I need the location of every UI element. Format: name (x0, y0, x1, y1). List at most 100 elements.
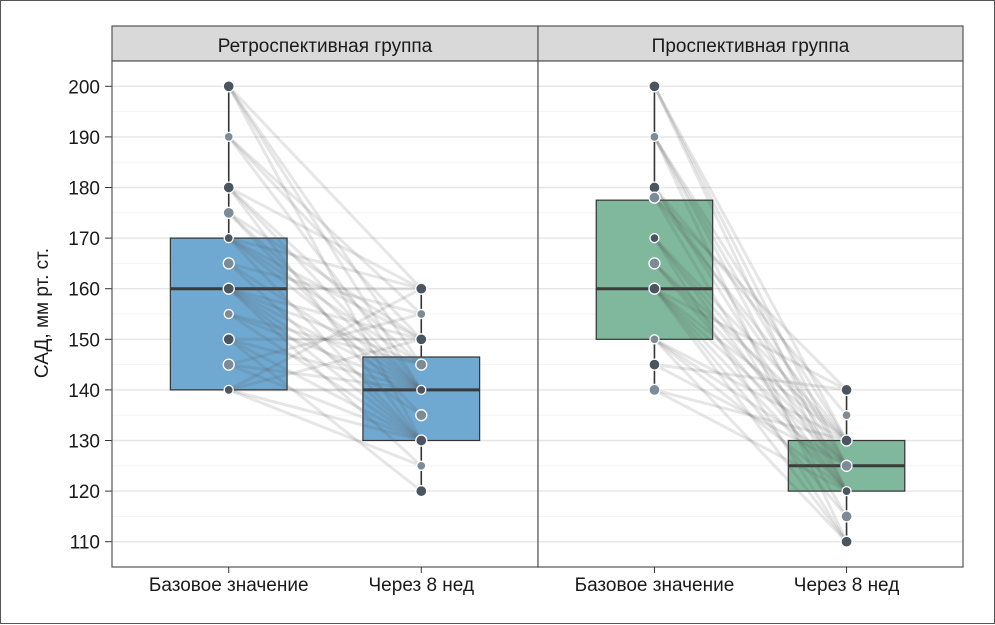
pair-line (227, 388, 423, 442)
pair-line (652, 388, 849, 442)
data-point (222, 257, 235, 270)
pair-line (227, 186, 423, 392)
pair-line (652, 236, 849, 544)
pair-line (652, 196, 849, 518)
x-tick-label: Через 8 нед (794, 575, 900, 596)
pair-line (652, 287, 849, 544)
pair-line (227, 312, 423, 442)
x-tick-label: Через 8 нед (369, 575, 475, 596)
pair-line (652, 236, 849, 468)
panel-border (537, 60, 964, 568)
pair-line (227, 186, 423, 291)
pair-line (652, 186, 849, 468)
pair-line (652, 135, 849, 442)
y-tick-label: 120 (68, 482, 100, 503)
y-tick-label: 130 (68, 432, 100, 453)
pair-line (227, 261, 423, 442)
data-point (841, 410, 852, 421)
data-point (840, 383, 853, 397)
data-point (416, 460, 427, 471)
box (595, 199, 714, 340)
data-point (649, 131, 660, 143)
pair-line (227, 84, 423, 392)
data-point (222, 181, 235, 194)
data-point (648, 358, 661, 371)
pair-line (652, 135, 849, 544)
pair-line (227, 337, 423, 493)
pair-line (652, 261, 849, 468)
pair-line (652, 287, 849, 392)
data-point (415, 282, 428, 295)
pair-line (652, 337, 849, 544)
data-point (648, 181, 661, 194)
pair-line (227, 211, 423, 392)
pair-line (227, 388, 423, 468)
pair-line (652, 363, 849, 392)
pair-line (227, 236, 423, 442)
data-point (649, 334, 660, 345)
data-point (222, 206, 235, 219)
pair-line (652, 236, 849, 442)
pair-line (652, 261, 849, 442)
pair-line (227, 261, 423, 392)
data-point (222, 333, 235, 346)
pair-line (652, 84, 849, 442)
panel-strip (537, 25, 964, 62)
pair-line (227, 363, 423, 442)
pair-line (652, 337, 849, 442)
pair-line (652, 287, 849, 518)
pair-line (227, 211, 423, 341)
pair-line (227, 84, 423, 367)
pair-line (652, 363, 849, 468)
data-point (648, 80, 661, 93)
pair-line (652, 196, 849, 392)
data-point (648, 383, 661, 397)
x-tick-label: Базовое значение (575, 575, 735, 596)
y-tick-label: 190 (68, 128, 100, 149)
data-point (840, 459, 853, 472)
pair-line (227, 236, 423, 367)
pair-line (652, 196, 849, 442)
pair-line (227, 135, 423, 392)
data-point (223, 384, 234, 396)
pair-line (652, 261, 849, 493)
y-tick-label: 150 (68, 330, 100, 351)
pair-line (652, 84, 849, 468)
data-point (222, 358, 235, 371)
data-point (223, 308, 234, 320)
pair-line (227, 186, 423, 367)
pair-line (227, 135, 423, 316)
pair-line (227, 363, 423, 392)
data-point (841, 485, 852, 497)
pair-line (227, 287, 423, 367)
data-point (222, 282, 235, 295)
pair-line (652, 236, 849, 493)
pair-line (652, 337, 849, 468)
pair-line (652, 135, 849, 468)
data-point (840, 535, 853, 548)
y-tick-label: 160 (68, 280, 100, 301)
data-point (416, 308, 427, 320)
pair-line (227, 337, 423, 442)
pair-line (227, 287, 423, 392)
pair-line (227, 287, 423, 341)
pair-line (652, 84, 849, 493)
pair-line (227, 84, 423, 291)
data-point (416, 384, 427, 396)
pair-line (227, 287, 423, 392)
data-point (840, 510, 853, 523)
data-point (223, 232, 234, 244)
pair-line (227, 312, 423, 367)
y-tick-label: 180 (68, 179, 100, 200)
pair-line (227, 84, 423, 442)
data-point (223, 131, 234, 143)
data-point (840, 434, 853, 447)
y-axis-title: САД, мм рт. ст. (32, 248, 53, 378)
pair-line (227, 287, 423, 468)
data-point (415, 358, 428, 371)
pair-line (227, 287, 423, 442)
data-point (415, 434, 428, 447)
y-tick-label: 140 (68, 381, 100, 402)
